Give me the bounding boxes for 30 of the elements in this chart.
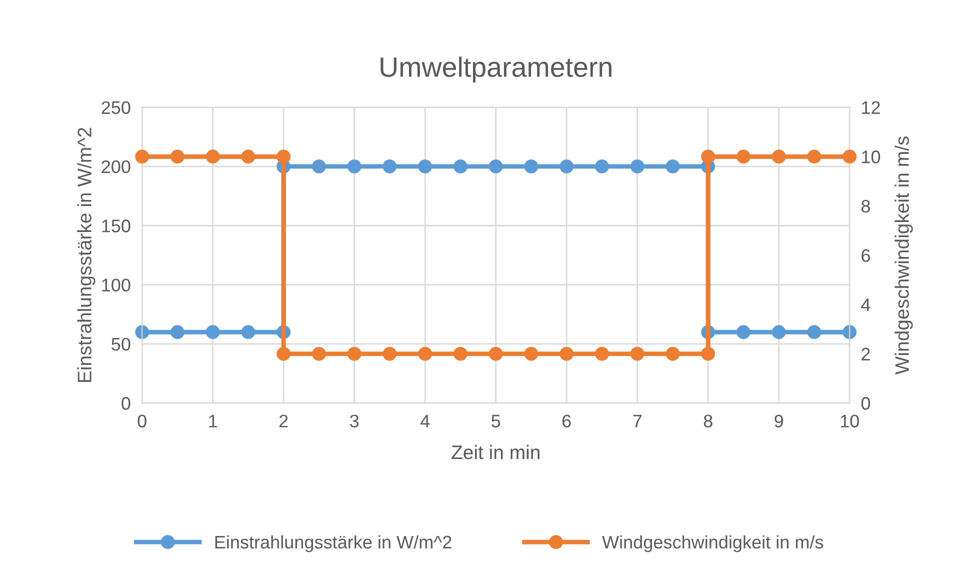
y2-tick-label: 0 (861, 397, 870, 410)
x-tick-label: 5 (492, 414, 500, 428)
x-tick-label: 0 (138, 414, 146, 428)
x-tick-label: 8 (704, 414, 712, 428)
x-tick-label: 1 (209, 414, 217, 428)
legend-label: Windgeschwindigkeit in m/s (602, 535, 824, 552)
y2-tick-label: 6 (862, 249, 870, 262)
y2-tick-label: 12 (862, 101, 880, 114)
y-tick-label: 150 (102, 220, 130, 232)
y2-axis-title: Windgeschwindigkeit in m/s (894, 136, 913, 375)
x-tick-label: 3 (350, 414, 359, 428)
x-tick-label: 10 (840, 414, 859, 428)
y-tick-label: 0 (122, 397, 130, 410)
legend-label: Einstrahlungsstärke in W/m^2 (215, 535, 452, 552)
y-tick-label: 250 (102, 101, 130, 114)
y2-tick-label: 2 (862, 348, 870, 360)
y-axis-title: Einstrahlungsstärke in W/m^2 (77, 128, 96, 382)
y2-tick-label: 8 (861, 200, 870, 213)
x-tick-label: 6 (562, 414, 571, 428)
x-tick-label: 7 (633, 414, 642, 428)
y2-tick-label: 10 (862, 150, 880, 164)
y-tick-label: 100 (102, 278, 130, 292)
y-tick-label: 200 (102, 160, 130, 174)
y-tick-label: 50 (112, 338, 130, 351)
x-tick-label: 4 (420, 414, 430, 428)
x-tick-label: 9 (774, 414, 784, 428)
chart-title: Umweltparametern (380, 56, 612, 83)
x-axis-title: Zeit in min (452, 444, 540, 460)
y2-tick-label: 4 (861, 298, 870, 312)
x-tick-label: 2 (279, 414, 288, 428)
